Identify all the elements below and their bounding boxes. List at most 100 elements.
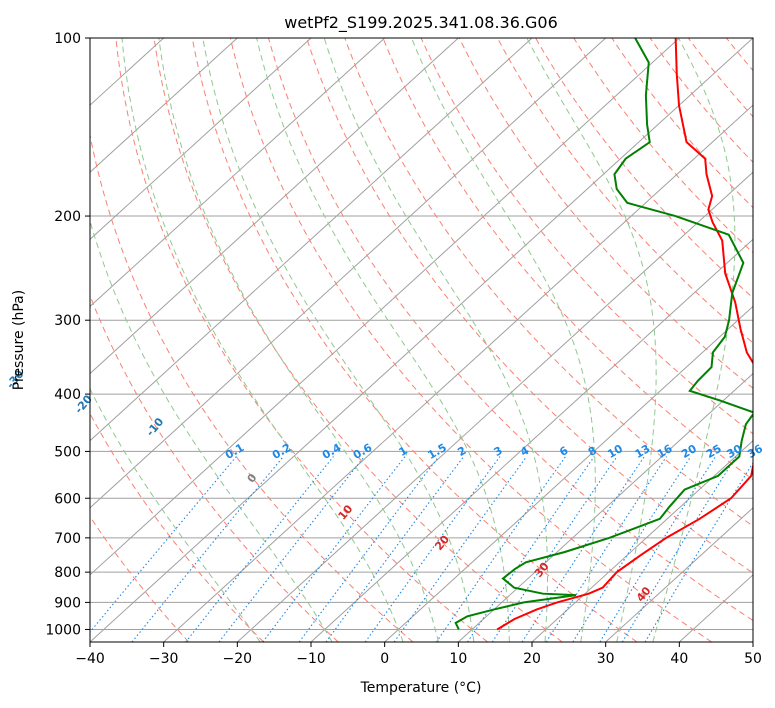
y-tick-label: 300 (54, 313, 81, 329)
y-tick-label: 1000 (45, 622, 81, 638)
dry-adiabat-line (191, 38, 638, 642)
mixing-ratio-line (262, 456, 406, 642)
mixing-ratio-line (644, 461, 753, 642)
x-tick-label: 40 (670, 651, 688, 667)
grid-lines (90, 38, 753, 642)
x-tick-label: 30 (597, 651, 615, 667)
mixing-ratio-line (298, 456, 440, 642)
isotherm-line (310, 238, 753, 642)
mixing-ratio-label: 10 (605, 442, 625, 461)
moist-adiabat-line (90, 387, 261, 642)
mixing-ratio-line (218, 456, 365, 642)
mixing-ratio-line (185, 456, 334, 642)
dry-adiabat-label: 30 (532, 560, 552, 580)
isotherm-line (605, 507, 753, 642)
dry-adiabat-line (306, 38, 753, 574)
x-tick-label: −30 (149, 651, 179, 667)
mixing-ratio-line (491, 456, 618, 642)
y-tick-label: 500 (54, 444, 81, 460)
dry-adiabat-line (344, 38, 753, 527)
isotherm-line (457, 372, 753, 642)
dry-adiabat-line (535, 38, 753, 299)
dry-adiabat-line (573, 38, 753, 254)
isotherm-line (90, 38, 753, 642)
isotherm-line (531, 439, 753, 642)
mixing-ratio-line (599, 456, 717, 642)
isotherm-line (90, 38, 607, 509)
moist-adiabat-line (202, 38, 475, 642)
x-tick-label: −10 (296, 651, 326, 667)
moist-adiabat-line (90, 219, 333, 642)
isotherm-line (90, 38, 533, 442)
y-tick-label: 400 (54, 387, 81, 403)
dry-adiabat-label: -10 (144, 415, 167, 439)
moist-adiabat-line (652, 38, 736, 642)
moist-adiabat-line (256, 38, 510, 642)
dry-adiabat-line (649, 38, 753, 163)
y-tick-label: 600 (54, 491, 81, 507)
mixing-ratio-label: 13 (633, 442, 653, 461)
x-tick-label: 10 (449, 651, 467, 667)
isotherm-line (90, 38, 312, 241)
dry-adiabat-line (687, 38, 753, 118)
mixing-ratio-label: 0.2 (270, 441, 293, 462)
mixing-ratio-line (90, 456, 237, 633)
plot-frame (89, 37, 754, 643)
isotherm-line (90, 38, 680, 576)
x-axis-ticks: −40 −30 −20 −10 0 10 20 30 40 50 (75, 642, 762, 667)
isotherm-line (90, 38, 459, 375)
mixing-ratio-label: 0.6 (351, 441, 375, 462)
dry-adiabat-line (496, 38, 753, 344)
moist-adiabats (90, 38, 736, 642)
x-tick-label: −20 (223, 651, 253, 667)
y-axis-title: Pressure (hPa) (11, 290, 27, 390)
dry-adiabat-line (268, 38, 753, 622)
dry-adiabat-line (90, 515, 190, 642)
chart-title: wetPf2_S199.2025.341.08.36.G06 (284, 13, 558, 33)
dewpoint-line (454, 38, 753, 630)
mixing-ratio-line (435, 456, 567, 642)
profile-series (454, 38, 753, 631)
x-tick-label: 0 (380, 651, 389, 667)
mixing-ratio-line (521, 456, 645, 642)
x-tick-label: −40 (75, 651, 105, 667)
mixing-ratio-line (364, 456, 501, 642)
mixing-ratio-label: 16 (655, 442, 675, 461)
x-axis-title: Temperature (°C) (360, 680, 482, 696)
y-axis-ticks: 100 200 300 400 500 600 700 800 900 1000 (45, 31, 90, 638)
x-tick-label: 20 (523, 651, 541, 667)
y-tick-label: 800 (54, 565, 81, 581)
isotherm-line (90, 38, 386, 308)
dry-adiabat-line (90, 412, 264, 642)
moist-adiabat-line (121, 38, 404, 642)
moist-adiabat-line (158, 38, 439, 642)
isotherm-line (90, 38, 238, 173)
moist-adiabat-line (410, 38, 596, 642)
isotherm-line (752, 641, 753, 642)
mixing-ratio-line (131, 456, 284, 642)
mixing-ratio-line (325, 456, 465, 642)
y-tick-label: 100 (54, 31, 81, 47)
mixing-ratio-label: 1.5 (425, 441, 448, 462)
dry-adiabat-line (90, 132, 414, 642)
y-tick-label: 200 (54, 209, 81, 225)
mixing-ratio-label: 20 (679, 442, 699, 461)
dry-adiabat-line (153, 38, 563, 642)
isotherm-line (236, 171, 753, 642)
mixing-ratio-line (393, 456, 528, 642)
dry-adiabat-line (115, 38, 488, 642)
mixing-ratio-line (621, 456, 737, 642)
mixing-ratio-lines (90, 456, 753, 642)
dry-adiabat-line (765, 38, 775, 642)
dry-adiabat-line (725, 38, 753, 72)
moist-adiabat-line (323, 38, 549, 642)
isotherm-line (163, 104, 753, 642)
y-tick-label: 700 (54, 531, 81, 547)
line-annotations: 0.10.20.40.611.52346810131620253036-100-… (4, 367, 765, 604)
isotherm-line (384, 305, 753, 642)
temperature-line (496, 38, 753, 631)
y-tick-label: 900 (54, 595, 81, 611)
x-tick-label: 50 (744, 651, 762, 667)
dry-adiabat-line (611, 38, 753, 209)
